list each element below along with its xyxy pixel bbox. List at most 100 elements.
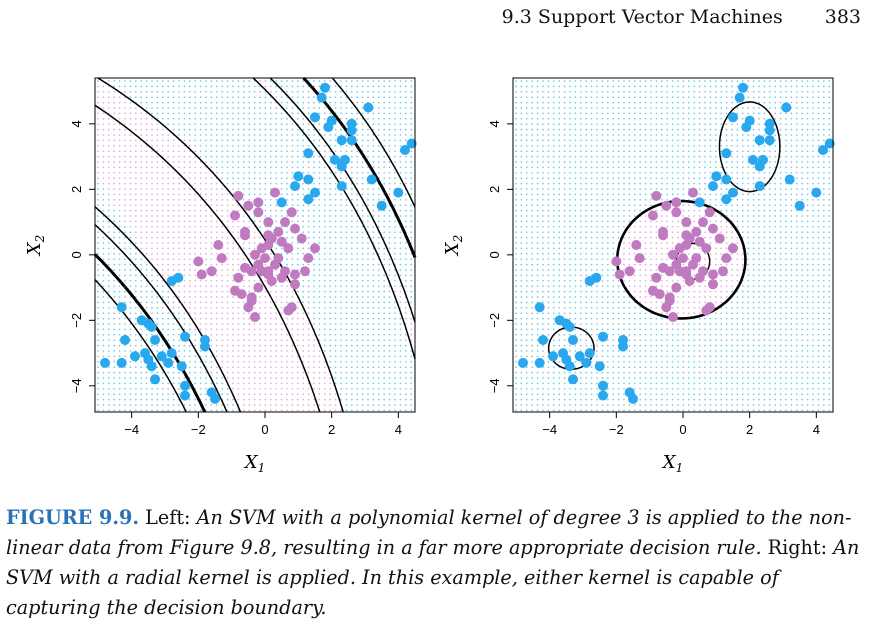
inner-class-point bbox=[681, 230, 692, 241]
outer-class-point bbox=[366, 174, 377, 185]
inner-class-point bbox=[658, 226, 668, 237]
inner-class-point bbox=[240, 226, 250, 237]
inner-class-point bbox=[691, 226, 702, 237]
outer-class-point bbox=[100, 357, 110, 368]
caption-left-text: An SVM with a polynomial kernel of degre… bbox=[6, 506, 852, 559]
y-tick-label: 4 bbox=[69, 120, 84, 127]
outer-class-point bbox=[120, 335, 130, 345]
inner-class-point bbox=[290, 223, 300, 234]
inner-class-point bbox=[681, 217, 692, 228]
outer-class-point bbox=[316, 92, 327, 103]
inner-class-point bbox=[243, 200, 254, 211]
inner-class-point bbox=[661, 200, 672, 211]
outer-class-point bbox=[564, 321, 575, 332]
inner-class-point bbox=[253, 282, 264, 293]
inner-class-point bbox=[671, 197, 682, 208]
left-panel-plot-frame bbox=[94, 77, 416, 413]
outer-class-point bbox=[754, 135, 765, 146]
outer-class-point bbox=[518, 357, 528, 368]
inner-class-point bbox=[193, 256, 204, 267]
margin-lower-inner bbox=[94, 77, 416, 413]
inner-class-point bbox=[253, 197, 264, 208]
caption-right-label: Right: bbox=[767, 536, 828, 559]
outer-class-point bbox=[598, 331, 608, 342]
outer-class-point bbox=[734, 92, 745, 103]
outer-class-point bbox=[363, 102, 374, 113]
inner-class-point bbox=[250, 312, 260, 322]
x-tick-label: 0 bbox=[261, 422, 268, 437]
inner-class-point bbox=[286, 302, 297, 313]
inner-class-point bbox=[654, 289, 665, 300]
outer-class-point bbox=[711, 171, 722, 182]
outer-class-point bbox=[146, 361, 157, 372]
outer-class-point bbox=[146, 321, 157, 332]
outer-class-point bbox=[538, 335, 548, 345]
left-panel-svg: −4 −2 0 2 4 −4 −2 0 2 4 X1 X2 bbox=[24, 77, 417, 475]
x-tick-label: 4 bbox=[395, 422, 402, 437]
outer-class-point bbox=[598, 390, 608, 401]
x-tick-label: 2 bbox=[746, 422, 753, 437]
y-tick-label: −4 bbox=[487, 378, 502, 393]
outer-class-point bbox=[320, 82, 330, 93]
outer-class-point bbox=[346, 135, 357, 146]
outer-class-point bbox=[754, 161, 765, 172]
outer-class-point bbox=[818, 145, 828, 155]
outer-class-point bbox=[130, 351, 140, 362]
outer-class-point bbox=[618, 341, 628, 352]
outer-class-point bbox=[293, 171, 304, 182]
margin-island-upper bbox=[718, 101, 781, 193]
inner-class-point bbox=[728, 243, 738, 254]
outer-class-point bbox=[811, 187, 822, 198]
inner-class-point bbox=[614, 269, 625, 280]
right-panel-radial-svm: −4 −2 0 2 4 −4 −2 0 2 4 X1 X2 bbox=[433, 60, 853, 490]
inner-class-point bbox=[704, 207, 715, 218]
outer-class-point bbox=[406, 138, 417, 149]
inner-class-point bbox=[233, 272, 244, 283]
outer-class-point bbox=[568, 335, 578, 345]
y-tick-label: −4 bbox=[69, 378, 84, 393]
y-axis-label: X2 bbox=[24, 235, 47, 257]
inner-class-point bbox=[668, 249, 678, 260]
inner-class-point bbox=[270, 187, 280, 198]
outer-class-point bbox=[150, 374, 160, 385]
outer-class-point bbox=[400, 145, 410, 155]
outer-class-point bbox=[748, 154, 758, 165]
inner-class-point bbox=[714, 233, 725, 244]
inner-class-point bbox=[631, 240, 642, 250]
inner-class-point bbox=[280, 217, 290, 228]
outer-class-point bbox=[574, 351, 585, 362]
outer-class-point bbox=[754, 181, 765, 192]
caption-right-text: An SVM with a radial kernel is applied. … bbox=[6, 536, 860, 619]
inner-class-point bbox=[263, 230, 274, 241]
inner-class-point bbox=[276, 272, 287, 283]
outer-class-point bbox=[741, 122, 752, 133]
section-title: 9.3 Support Vector Machines bbox=[501, 6, 783, 28]
outer-class-point bbox=[116, 357, 127, 368]
outer-class-point bbox=[393, 187, 404, 198]
outer-class-point bbox=[310, 187, 320, 198]
outer-class-point bbox=[180, 331, 190, 342]
inner-class-point bbox=[213, 240, 224, 250]
inner-class-point bbox=[300, 266, 310, 277]
y-tick-label: −2 bbox=[487, 313, 502, 328]
inner-class-point bbox=[216, 253, 227, 264]
inner-class-point bbox=[671, 259, 682, 270]
inner-class-point bbox=[698, 217, 708, 228]
inner-class-point bbox=[651, 272, 662, 283]
inner-class-point bbox=[273, 226, 284, 237]
x-tick-label: 0 bbox=[679, 422, 686, 437]
left-panel-polynomial-svm: −4 −2 0 2 4 −4 −2 0 2 4 X1 X2 bbox=[15, 60, 435, 490]
right-panel-inner-class-points bbox=[611, 187, 738, 322]
outer-class-point bbox=[150, 335, 160, 345]
outer-class-point bbox=[303, 194, 314, 205]
inner-class-point bbox=[701, 243, 712, 254]
inner-class-point bbox=[233, 190, 244, 201]
inner-class-point bbox=[634, 253, 645, 264]
inner-class-point bbox=[664, 295, 675, 306]
outer-class-point bbox=[166, 348, 177, 359]
outer-class-point bbox=[721, 194, 732, 205]
outer-class-point bbox=[310, 112, 320, 123]
outer-class-point bbox=[628, 393, 638, 404]
outer-class-point bbox=[738, 82, 748, 93]
inner-class-point bbox=[273, 253, 284, 264]
